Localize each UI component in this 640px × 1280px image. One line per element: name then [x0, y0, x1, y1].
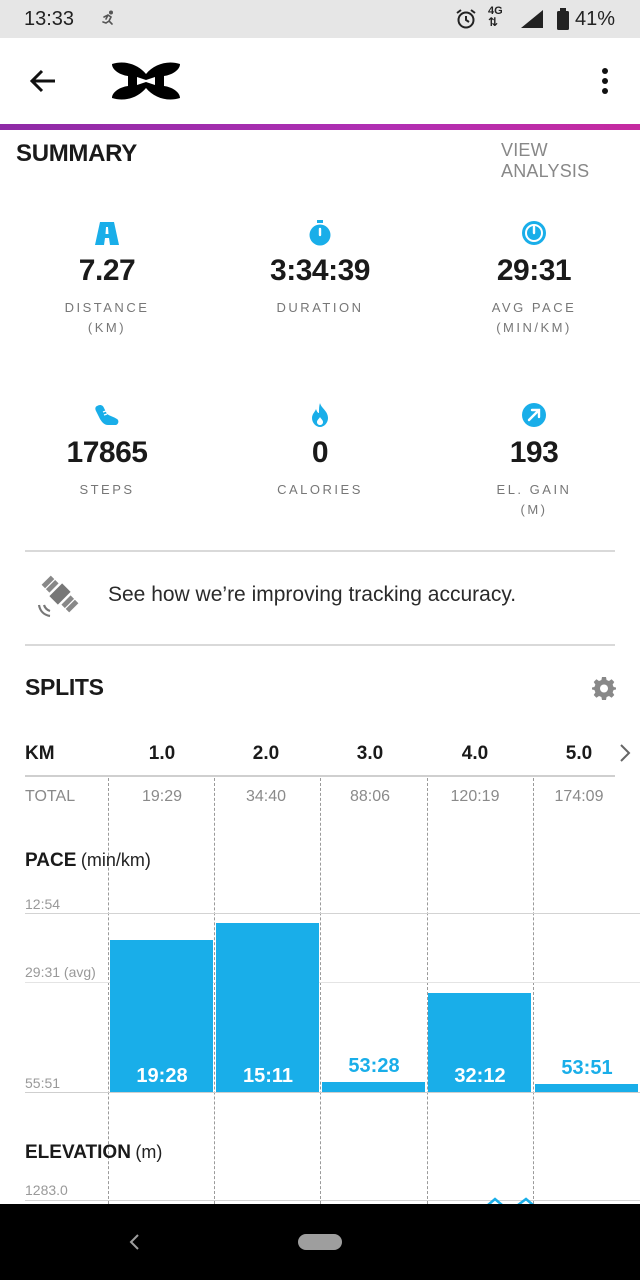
- column-separator: [108, 778, 109, 1204]
- split-total-1: 19:29: [141, 788, 183, 805]
- stat-value: 7.27: [78, 254, 136, 287]
- stopwatch-icon: [309, 220, 331, 246]
- divider: [25, 644, 615, 646]
- pace-bar: [535, 1083, 638, 1092]
- pace-bar-label: 32:12: [454, 1065, 506, 1087]
- system-nav-bar: [0, 1204, 640, 1280]
- stat-steps: 17865 STEPS: [7, 402, 207, 500]
- app-bar: [0, 38, 640, 124]
- km-header-label: KM: [25, 743, 55, 764]
- satellite-icon: [37, 574, 80, 618]
- pace-gauge-icon: [522, 221, 546, 245]
- column-separator: [214, 778, 215, 1204]
- stat-label: DISTANCE (KM): [64, 300, 150, 335]
- under-armour-logo: [112, 62, 180, 100]
- pace-axis-bottom: 55:51: [25, 1075, 61, 1091]
- tracking-accuracy-text: See how we’re improving tracking accurac…: [108, 583, 517, 606]
- elevation-title: ELEVATION (m): [25, 1142, 163, 1163]
- split-km-2: 2.0: [252, 743, 280, 764]
- stat-value: 29:31: [496, 254, 572, 287]
- view-analysis-link[interactable]: VIEW ANALYSIS: [501, 140, 590, 181]
- pace-baseline: [25, 1092, 640, 1093]
- split-total-4: 120:19: [450, 788, 500, 805]
- elevation-arrow-icon: [522, 403, 546, 427]
- tracking-accuracy-row[interactable]: See how we’re improving tracking accurac…: [0, 552, 640, 644]
- alarm-icon: [456, 9, 476, 29]
- home-pill-icon[interactable]: [298, 1234, 342, 1250]
- column-separator: [427, 778, 428, 1204]
- elevation-axis-top: 1283.0: [25, 1182, 68, 1198]
- splits-title: SPLITS: [25, 674, 104, 700]
- stat-calories: 0 CALORIES: [220, 402, 420, 500]
- stat-label: AVG PACE (MIN/KM): [491, 300, 577, 335]
- pace-bar: [428, 993, 531, 1092]
- pace-bar: [322, 1082, 425, 1092]
- pace-chart-title: PACE (min/km): [25, 850, 151, 871]
- stat-label: EL. GAIN (M): [496, 482, 572, 517]
- column-separator: [320, 778, 321, 1204]
- stat-avg-pace: 29:31 AVG PACE (MIN/KM): [434, 220, 634, 338]
- stat-label: CALORIES: [277, 482, 363, 497]
- split-km-3: 3.0: [356, 743, 384, 764]
- split-km-5: 5.0: [565, 743, 593, 764]
- gear-icon[interactable]: [592, 676, 616, 700]
- divider: [25, 550, 615, 552]
- stat-value: 3:34:39: [270, 254, 370, 287]
- running-activity-icon: [102, 10, 113, 25]
- stat-label: DURATION: [276, 300, 364, 315]
- status-time: 13:33: [24, 8, 75, 30]
- pace-bar: [110, 940, 213, 1092]
- battery-icon: [557, 8, 569, 30]
- total-row-label: TOTAL: [25, 788, 76, 805]
- split-total-2: 34:40: [245, 788, 287, 805]
- network-indicator: 4G ⇅: [488, 5, 503, 29]
- stat-label: STEPS: [79, 482, 135, 497]
- pace-axis-top: 12:54: [25, 896, 61, 912]
- column-separator: [533, 778, 534, 1204]
- split-km-4: 4.0: [461, 743, 489, 764]
- pace-axis-avg: 29:31 (avg): [25, 964, 96, 980]
- more-vertical-icon[interactable]: [596, 66, 614, 96]
- pace-bar: [216, 922, 319, 1092]
- elevation-gridline-top: [25, 1200, 640, 1201]
- shoe-icon: [95, 404, 119, 425]
- split-total-3: 88:06: [349, 788, 391, 805]
- split-total-5: 174:09: [554, 788, 604, 805]
- stat-value: 193: [509, 436, 559, 469]
- pace-gridline-avg: [25, 982, 640, 983]
- battery-percent: 41%: [575, 8, 616, 30]
- status-bar: 13:33 4G ⇅ 41%: [0, 0, 640, 38]
- flame-icon: [312, 403, 328, 427]
- pace-bar-label: 15:11: [242, 1065, 294, 1087]
- stat-duration: 3:34:39 DURATION: [220, 220, 420, 318]
- chevron-right-icon[interactable]: [618, 742, 632, 764]
- stat-distance: 7.27 DISTANCE (KM): [7, 220, 207, 338]
- pace-gridline-top: [25, 913, 640, 914]
- stat-value: 0: [311, 436, 329, 469]
- header-divider: [25, 775, 615, 777]
- stat-value: 17865: [66, 436, 148, 469]
- pace-bar-label: 53:28: [348, 1055, 400, 1078]
- road-icon: [95, 222, 119, 245]
- elevation-line-peek: [487, 1197, 534, 1206]
- pace-bar-label: 53:51: [561, 1056, 613, 1079]
- split-km-1: 1.0: [148, 743, 176, 764]
- signal-icon: [521, 10, 543, 28]
- stat-elevation-gain: 193 EL. GAIN (M): [434, 402, 634, 520]
- accent-bar: [0, 124, 640, 130]
- nav-back-icon[interactable]: [126, 1232, 144, 1252]
- pace-bar-label: 19:28: [136, 1065, 188, 1087]
- arrow-left-icon[interactable]: [28, 66, 58, 96]
- summary-title: SUMMARY: [16, 140, 138, 167]
